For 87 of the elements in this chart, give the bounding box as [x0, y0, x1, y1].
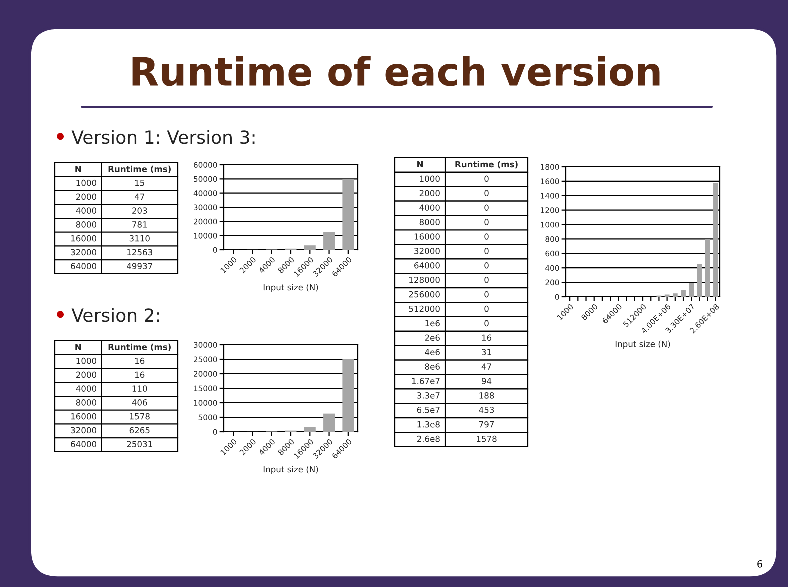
text: 0	[484, 176, 489, 182]
text: N	[76, 166, 82, 172]
text: 0	[484, 234, 489, 240]
text: 0	[484, 204, 489, 211]
text: 1.67e7	[412, 378, 440, 384]
text: 4000	[420, 204, 440, 211]
text: 0	[484, 276, 489, 284]
text: 128000	[410, 276, 440, 284]
text: 4000	[76, 208, 97, 214]
text: N	[76, 344, 82, 350]
text: 3.3e7	[417, 392, 440, 399]
text: 94	[482, 378, 492, 384]
bar	[304, 246, 316, 250]
text: 2.6e8	[417, 436, 440, 442]
text: 6.5e7	[417, 406, 440, 414]
text: 3110	[130, 235, 150, 242]
text: 31	[482, 349, 492, 356]
text: 1578	[130, 413, 150, 420]
text: 0	[484, 248, 489, 254]
text: 8000	[76, 400, 97, 406]
text: 188	[480, 392, 494, 399]
text: 8000	[76, 222, 97, 228]
text: 1000	[76, 180, 97, 186]
text: 797	[480, 421, 494, 428]
text: 16	[135, 372, 145, 378]
text: 1578	[477, 436, 497, 442]
text: 110	[132, 386, 148, 392]
text: 8e6	[425, 364, 440, 370]
text: 16	[135, 358, 145, 364]
text: Runtime (ms)	[108, 166, 171, 174]
text: 0	[484, 190, 489, 197]
bar	[705, 239, 710, 297]
text: 406	[132, 400, 148, 406]
x-axis-title: Input size (N)	[616, 340, 670, 349]
text: 16	[482, 334, 492, 342]
x-axis-title: Input size (N)	[264, 284, 318, 292]
text: 15	[135, 180, 144, 186]
text: 453	[479, 406, 494, 414]
text: Version 1: Version 3:	[72, 130, 255, 144]
text: 16000	[71, 235, 97, 242]
bar	[689, 283, 694, 297]
text: 16000	[414, 234, 440, 240]
text: 4000	[76, 386, 97, 392]
bar	[672, 294, 678, 297]
text: Version 2:	[72, 308, 160, 322]
bar	[342, 359, 354, 432]
text: 1.3e8	[418, 421, 440, 428]
text: N	[418, 161, 423, 168]
text: 0	[484, 262, 489, 269]
bar	[714, 183, 718, 297]
text: 4e6	[425, 349, 440, 356]
text: 1000	[420, 176, 440, 182]
text: 47	[134, 194, 144, 200]
text: Runtime (ms)	[108, 344, 171, 352]
text: 0	[484, 320, 489, 327]
text: 2000	[76, 372, 97, 378]
text: 2000	[76, 194, 97, 200]
bar	[681, 290, 686, 297]
bar	[342, 179, 354, 250]
text: 49937	[127, 263, 152, 270]
text: 0	[484, 219, 489, 226]
text: 781	[132, 222, 148, 228]
text: 25031	[127, 441, 152, 448]
text: 1000	[76, 358, 97, 364]
text: 203	[132, 208, 148, 214]
text: 47	[482, 364, 492, 370]
text: Runtime of each version	[132, 56, 660, 86]
bar	[324, 414, 336, 432]
text: 2000	[420, 190, 440, 197]
text: 12563	[128, 249, 152, 256]
text: 16000	[71, 413, 97, 420]
text: 6265	[130, 427, 150, 434]
bar	[304, 427, 316, 432]
bar	[697, 264, 702, 297]
text: 8000	[420, 219, 440, 226]
text: 32000	[71, 427, 97, 434]
x-axis-title: Input size (N)	[264, 466, 318, 474]
bar	[324, 232, 336, 250]
text: 0	[484, 291, 489, 298]
text: 2e6	[425, 334, 440, 342]
text: 0	[484, 306, 489, 312]
text: 32000	[414, 248, 440, 254]
text: 6	[758, 560, 762, 568]
text: 256000	[409, 291, 440, 298]
text: 32000	[71, 249, 97, 256]
text: Runtime (ms)	[456, 161, 518, 169]
text: 1e6	[426, 320, 440, 327]
